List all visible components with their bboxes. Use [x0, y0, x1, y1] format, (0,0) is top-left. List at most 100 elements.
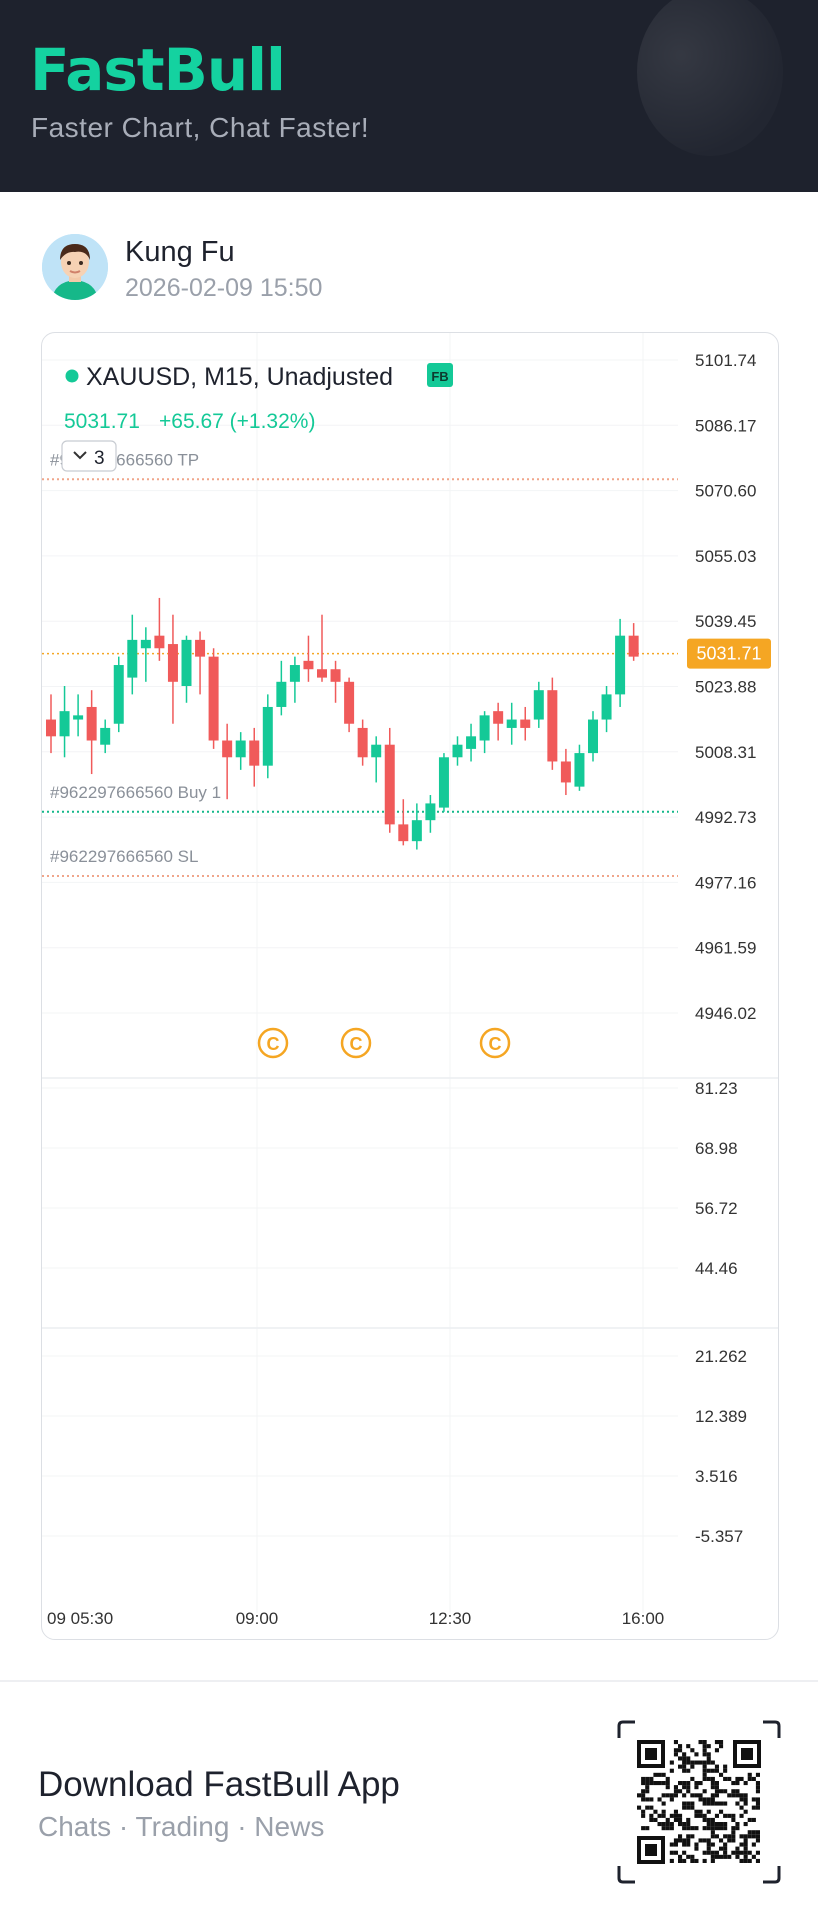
qr-module	[702, 1776, 707, 1781]
qr-module	[686, 1826, 691, 1831]
qr-module	[673, 1809, 678, 1814]
qr-module	[743, 1842, 748, 1847]
candle-body	[601, 694, 612, 720]
qr-module	[710, 1793, 715, 1798]
candle-body	[438, 757, 449, 808]
event-marker-label: C	[350, 1034, 363, 1054]
qr-module	[686, 1744, 691, 1749]
fastbull-logo: FastBull	[30, 36, 286, 104]
qr-module	[641, 1776, 646, 1781]
qr-module	[739, 1813, 744, 1818]
qr-module	[719, 1846, 724, 1851]
candle-body	[344, 681, 355, 724]
qr-module	[723, 1801, 728, 1806]
qr-module	[727, 1813, 732, 1818]
qr-module	[710, 1858, 715, 1863]
candle-body	[425, 803, 436, 821]
qr-module	[673, 1740, 678, 1745]
qr-module	[665, 1817, 670, 1822]
qr-module	[698, 1760, 703, 1765]
qr-module	[739, 1842, 744, 1847]
qr-module	[714, 1740, 719, 1745]
qr-module	[706, 1797, 711, 1802]
collapse-orders-button[interactable]: 3	[61, 440, 117, 472]
candle-body	[479, 715, 490, 741]
time-tick-label: 12:30	[429, 1609, 472, 1628]
time-tick-label: 16:00	[622, 1609, 665, 1628]
qr-module	[751, 1834, 756, 1839]
candles	[46, 597, 639, 850]
qr-module	[673, 1817, 678, 1822]
chart-card[interactable]: XAUUSD, M15, Unadjusted FB 5031.71 +65.6…	[41, 332, 779, 1640]
qr-module	[735, 1854, 740, 1859]
qr-module	[743, 1781, 748, 1786]
qr-module	[706, 1801, 711, 1806]
qr-module	[682, 1838, 687, 1843]
candle-body	[73, 715, 84, 720]
qr-module	[669, 1842, 674, 1847]
qr-module	[714, 1801, 719, 1806]
qr-module	[723, 1826, 728, 1831]
qr-module	[719, 1838, 724, 1843]
qr-module	[702, 1817, 707, 1822]
qr-module	[723, 1846, 728, 1851]
qr-module	[714, 1789, 719, 1794]
qr-module	[698, 1809, 703, 1814]
qr-module	[719, 1822, 724, 1827]
candlestick-chart[interactable]: XAUUSD, M15, Unadjusted FB 5031.71 +65.6…	[42, 333, 778, 1639]
qr-module	[682, 1822, 687, 1827]
qr-module	[719, 1826, 724, 1831]
qr-module	[739, 1797, 744, 1802]
qr-module	[686, 1785, 691, 1790]
candle-body	[411, 820, 422, 842]
qr-module	[710, 1797, 715, 1802]
qr-module	[731, 1789, 736, 1794]
qr-module	[723, 1768, 728, 1773]
qr-module	[690, 1854, 695, 1859]
candle-body	[384, 744, 395, 825]
qr-module	[723, 1789, 728, 1794]
qr-module	[694, 1846, 699, 1851]
qr-module	[755, 1805, 760, 1810]
qr-module	[731, 1834, 736, 1839]
candle-body	[330, 669, 341, 682]
price-axis: 5101.74 5086.17 5070.60 5055.03 5039.45 5023.…	[695, 351, 756, 1023]
order-label: #962297666560 Buy 1	[50, 783, 221, 802]
qr-module	[653, 1772, 658, 1777]
qr-module	[710, 1768, 715, 1773]
qr-module	[714, 1748, 719, 1753]
qr-module	[702, 1813, 707, 1818]
qr-module	[682, 1850, 687, 1855]
candle-body	[249, 740, 260, 766]
qr-module	[649, 1797, 654, 1802]
qr-module	[719, 1772, 724, 1777]
qr-module	[665, 1785, 670, 1790]
qr-module	[641, 1781, 646, 1786]
qr-module	[645, 1805, 650, 1810]
qr-module	[682, 1760, 687, 1765]
qr-module	[710, 1801, 715, 1806]
fb-badge-bg	[427, 363, 453, 387]
qr-module	[710, 1850, 715, 1855]
qr-module	[673, 1813, 678, 1818]
user-avatar-icon[interactable]	[42, 234, 108, 300]
qr-module	[657, 1797, 662, 1802]
market-status-dot	[65, 369, 79, 383]
qr-module	[669, 1793, 674, 1798]
qr-code-icon[interactable]	[617, 1720, 781, 1884]
qr-module	[694, 1842, 699, 1847]
qr-module	[743, 1834, 748, 1839]
qr-module	[645, 1776, 650, 1781]
qr-module	[706, 1822, 711, 1827]
qr-module	[673, 1785, 678, 1790]
qr-module	[669, 1768, 674, 1773]
qr-module	[755, 1850, 760, 1855]
qr-module	[755, 1797, 760, 1802]
download-title[interactable]: Download FastBull App	[38, 1765, 400, 1804]
post-author-name[interactable]: Kung Fu	[125, 236, 235, 268]
qr-module	[727, 1854, 732, 1859]
qr-module	[723, 1834, 728, 1839]
qr-module	[694, 1809, 699, 1814]
chevron-down-icon	[73, 451, 87, 460]
qr-module	[706, 1838, 711, 1843]
